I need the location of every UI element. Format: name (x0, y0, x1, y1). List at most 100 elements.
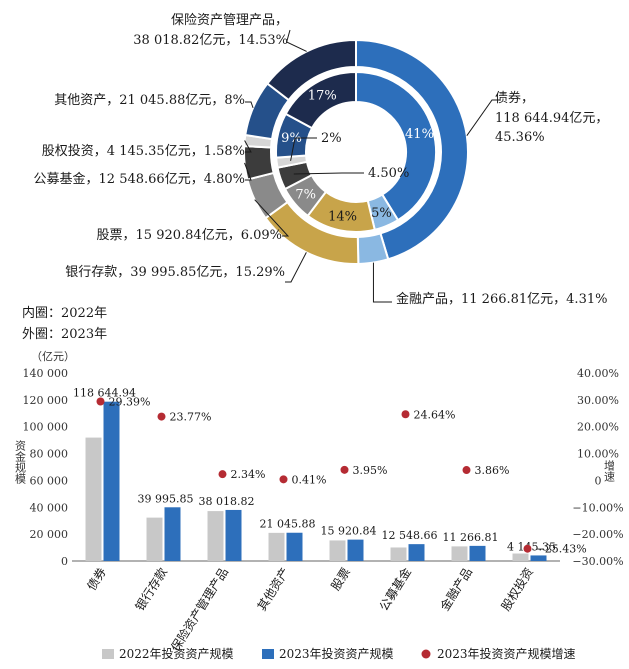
growth-point-3 (279, 475, 288, 484)
bar-value-label-7: 4 145.35 (507, 540, 556, 553)
inner-pct-label-6: 9% (281, 131, 302, 146)
y-tick-label-1: 20 000 (30, 528, 69, 541)
donut-chart: 41% 5% 14% 7% 9% 17% 4.50% 2% 债券， 118 644.94亿元， 45… (34, 13, 609, 307)
bar-value-label-3: 21 045.88 (260, 518, 316, 531)
growth-point-4 (340, 465, 349, 474)
outer-callout-7-1: 38 018.82亿元，14.53% (133, 33, 288, 48)
inner-slice-7 (284, 70, 357, 130)
inner-pct-label-4: 4.50% (368, 166, 409, 181)
bar-2023-4 (347, 539, 364, 561)
outer-leader-1 (372, 262, 392, 303)
y-tick-label-2: 40 000 (30, 501, 69, 514)
outer-callout-6-0: 其他资产，21 045.88亿元，8% (54, 93, 245, 108)
bar-value-label-1: 39 995.85 (138, 492, 194, 505)
outer-callout-3-0: 股票，15 920.84亿元，6.09% (97, 228, 282, 243)
category-label-4: 股票 (328, 565, 353, 593)
y-tick-label-4: 80 000 (30, 448, 69, 461)
inner-pct-label-7: 17% (308, 88, 337, 103)
bar-2022-5 (390, 547, 407, 561)
outer-callout-0-0: 债券， (495, 90, 534, 106)
y-tick-label-6: 120 000 (23, 394, 69, 407)
bar-2022-1 (146, 517, 163, 561)
y2-tick-label-7: 40.00% (577, 367, 619, 380)
growth-label-4: 3.95% (353, 464, 388, 477)
inner-leader-5 (290, 137, 317, 161)
bar-2022-7 (512, 553, 529, 561)
y-tick-label-3: 60 000 (30, 474, 69, 487)
outer-slice-0 (355, 38, 469, 261)
inner-pct-label-1: 5% (371, 206, 392, 221)
growth-label-3: 0.41% (292, 473, 327, 486)
bar-2022-2 (207, 511, 224, 561)
outer-leader-5 (244, 140, 252, 153)
y2-tick-label-6: 30.00% (577, 394, 619, 407)
bar-2023-7 (530, 555, 547, 561)
outer-callout-4-0: 公募基金，12 548.66亿元，4.80% (34, 171, 245, 187)
outer-callout-5-0: 股权投资，4 145.35亿元，1.58% (42, 143, 245, 159)
bar-2022-3 (268, 532, 285, 561)
bar-value-label-5: 12 548.66 (382, 529, 438, 542)
category-label-1: 银行存款 (133, 565, 170, 613)
growth-point-7 (523, 544, 532, 553)
category-label-2: 保险资产管理产品 (167, 565, 231, 654)
outer-leader-7 (286, 29, 307, 52)
outer-leader-3 (254, 199, 290, 237)
growth-label-7: −25.43% (536, 543, 587, 556)
bar-value-label-2: 38 018.82 (199, 495, 255, 508)
outer-callout-0-2: 45.36% (495, 130, 545, 145)
growth-label-1: 23.77% (170, 411, 212, 424)
growth-point-1 (157, 412, 166, 421)
category-label-7: 股权投资 (498, 565, 536, 614)
bar-value-label-0: 118 644.94 (73, 387, 136, 400)
bar-2023-2 (225, 509, 242, 561)
inner-pct-label-2: 14% (328, 210, 357, 225)
outer-callout-0-1: 118 644.94亿元， (495, 111, 608, 126)
legend-swatch-0 (102, 649, 114, 659)
y2-axis-title: 增速 (603, 459, 616, 482)
category-label-3: 其他资产 (255, 565, 292, 613)
bar-2022-4 (329, 540, 346, 561)
outer-callout-1-0: 金融产品，11 266.81亿元，4.31% (396, 291, 607, 307)
category-label-0: 债券 (84, 565, 109, 593)
growth-point-0 (96, 397, 105, 406)
y2-tick-label-3: 0 (595, 474, 602, 487)
legend-label-1: 2023年投资资产规模 (279, 646, 394, 661)
outer-ring-label: 外圈：2023年 (22, 327, 108, 342)
outer-callout-7-0: 保险资产管理产品， (171, 13, 288, 28)
bar-2022-0 (85, 437, 102, 561)
growth-label-6: 3.86% (475, 464, 510, 477)
bar-2023-0 (103, 401, 120, 561)
y-tick-label-7: 140 000 (23, 367, 69, 380)
legend-swatch-1 (262, 649, 274, 659)
growth-label-0: 29.39% (109, 395, 151, 408)
y-axis-unit: （亿元） (31, 350, 75, 363)
y2-tick-label-0: −30.00% (572, 555, 623, 568)
bar-2023-6 (469, 545, 486, 561)
category-label-6: 金融产品 (437, 565, 475, 614)
bar-value-label-4: 15 920.84 (321, 525, 377, 538)
category-label-5: 公募基金 (376, 565, 414, 614)
growth-point-2 (218, 470, 227, 479)
y-axis-title: 资金规模 (14, 440, 27, 484)
y2-tick-label-2: −10.00% (572, 501, 623, 514)
outer-leader-6 (245, 101, 254, 109)
inner-pct-label-5: 2% (321, 131, 342, 146)
outer-leader-4 (244, 162, 252, 181)
outer-leader-0 (466, 99, 500, 137)
inner-pct-label-0: 41% (405, 127, 434, 142)
outer-slice-7 (265, 38, 357, 102)
bar-2022-6 (451, 546, 468, 561)
outer-leader-2 (285, 252, 307, 283)
outer-callout-2-0: 银行存款，39 995.85亿元，15.29% (65, 265, 285, 280)
y2-tick-label-1: −20.00% (572, 528, 623, 541)
legend-swatch-2 (421, 649, 431, 659)
bar-2023-5 (408, 544, 425, 561)
y2-tick-label-4: 10.00% (577, 448, 619, 461)
y-tick-label-0: 0 (61, 555, 68, 568)
inner-slice-0 (355, 70, 437, 222)
inner-pct-label-3: 7% (295, 188, 316, 203)
y-tick-label-5: 100 000 (23, 421, 69, 434)
growth-label-2: 2.34% (231, 468, 266, 481)
bar-2023-1 (164, 507, 181, 561)
